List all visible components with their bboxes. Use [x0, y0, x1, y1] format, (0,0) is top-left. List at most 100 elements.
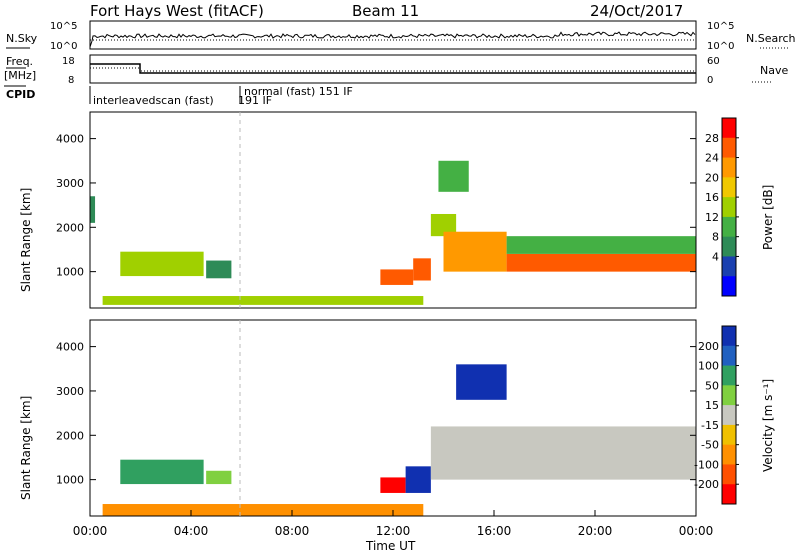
- colorbar-tick-label: 24: [705, 152, 719, 165]
- nave-label: Nave: [760, 64, 788, 77]
- y-tick-label: 4000: [56, 133, 84, 146]
- y-tick-label: 1000: [56, 474, 84, 487]
- colorbar-tick-label: 12: [705, 211, 719, 224]
- velocity-region-4: [405, 466, 431, 493]
- colorbar-segment: [722, 326, 736, 347]
- nsearch-tick-top: 10^5: [707, 21, 734, 32]
- y-tick-label: 2000: [56, 429, 84, 442]
- y-tick-label: 1000: [56, 266, 84, 279]
- date-label: 24/Oct/2017: [590, 2, 683, 20]
- velocity-region-3: [380, 477, 406, 493]
- colorbar-tick-label: -200: [694, 478, 719, 491]
- power-region-5: [413, 258, 431, 281]
- nsky-trace: [89, 31, 696, 48]
- freq-unit-label: [MHz]: [4, 69, 36, 82]
- y-tick-label: 3000: [56, 385, 84, 398]
- power-region-6: [430, 213, 457, 237]
- nave-trace: [90, 67, 696, 72]
- velocity-colorbar: 200 100 50 15 -15 -50 -100 -200: [694, 325, 739, 505]
- x-tick-label: 00:00: [679, 524, 714, 538]
- colorbar-segment: [722, 365, 736, 386]
- power-region-2: [206, 260, 232, 279]
- cpid-mode-1: interleavedscan (fast): [93, 94, 214, 107]
- freq-label: Freq.: [6, 55, 33, 68]
- colorbar-tick-label: 28: [705, 132, 719, 145]
- figure-title: Fort Hays West (fitACF): [90, 2, 264, 20]
- nsky-label: N.Sky: [6, 32, 38, 45]
- colorbar-segment: [722, 256, 736, 277]
- colorbar-tick-label: 16: [705, 191, 719, 204]
- colorbar-frame: [721, 117, 737, 297]
- colorbar-segment: [722, 137, 736, 159]
- colorbar-segment: [722, 444, 736, 465]
- x-tick-label: 08:00: [275, 524, 310, 538]
- colorbar-tick-label: 20: [705, 171, 719, 184]
- power-region-8: [438, 160, 469, 192]
- x-tick-label: 00:00: [73, 524, 108, 538]
- nsky-tick-bottom: 10^0: [50, 41, 77, 52]
- cpid-mode-2: normal (fast) 151 IF: [244, 85, 353, 98]
- colorbar-tick-label: 50: [705, 379, 719, 392]
- colorbar-segment: [722, 464, 736, 485]
- colorbar-tick-label: -100: [694, 458, 719, 471]
- power-colorbar: 28 24 20 16 12 8 4: [705, 117, 739, 297]
- x-tick-label: 12:00: [376, 524, 411, 538]
- beam-label: Beam 11: [352, 2, 419, 20]
- power-region-3: [102, 296, 424, 305]
- velocity-y-axis: 4000 3000 2000 1000: [56, 341, 696, 487]
- nave-tick-top: 60: [707, 56, 720, 67]
- power-y-axis: 4000 3000 2000 1000: [56, 133, 696, 279]
- freq-tick-top: 18: [62, 56, 75, 67]
- colorbar-segment: [722, 216, 736, 238]
- velocity-region-0: [120, 459, 204, 485]
- x-tick-label: 04:00: [174, 524, 209, 538]
- power-region-4: [380, 269, 414, 285]
- colorbar-segment: [722, 118, 736, 139]
- power-region-7: [443, 231, 507, 272]
- time-axis: 00:00 04:00 08:00 12:00 16:00 20:00 00:00: [73, 510, 714, 538]
- power-region-9: [506, 253, 696, 272]
- colorbar-tick-label: 200: [698, 340, 719, 353]
- velocity-region-5: [430, 426, 696, 480]
- y-tick-label: 4000: [56, 341, 84, 354]
- x-tick-label: 20:00: [578, 524, 613, 538]
- velocity-region-2: [102, 504, 424, 516]
- nsky-panel-frame: [89, 20, 697, 50]
- colorbar-tick-label: -15: [701, 419, 719, 432]
- power-panel-frame: [89, 111, 697, 309]
- velocity-ylabel: Slant Range [km]: [19, 396, 33, 500]
- colorbar-tick-label: 4: [712, 250, 719, 263]
- colorbar-segment: [722, 405, 736, 426]
- x-tick-label: 16:00: [477, 524, 512, 538]
- velocity-region-6: [456, 364, 507, 400]
- cpid-mode-1-if: 191 IF: [238, 94, 272, 107]
- freq-trace: [90, 63, 696, 74]
- colorbar-tick-label: 8: [712, 231, 719, 244]
- colorbar-frame: [721, 325, 737, 505]
- power-region-1: [120, 251, 204, 277]
- colorbar-segment: [722, 424, 736, 446]
- freq-tick-bottom: 8: [68, 75, 74, 86]
- nsearch-tick-bottom: 10^0: [707, 41, 734, 52]
- velocity-heatmap: [102, 364, 696, 516]
- power-region-0: [90, 196, 96, 223]
- velocity-colorbar-label: Velocity [m s⁻¹]: [761, 379, 775, 472]
- nsearch-label: N.Search: [746, 32, 796, 45]
- y-tick-label: 3000: [56, 177, 84, 190]
- colorbar-segment: [722, 484, 736, 505]
- colorbar-segment: [722, 385, 736, 406]
- colorbar-segment: [722, 345, 736, 367]
- cpid-label: CPID: [6, 88, 35, 101]
- power-region-10: [506, 236, 696, 254]
- power-colorbar-label: Power [dB]: [761, 185, 775, 250]
- colorbar-segment: [722, 276, 736, 297]
- power-heatmap: [90, 160, 696, 305]
- colorbar-segment: [722, 197, 736, 218]
- colorbar-segment: [722, 177, 736, 198]
- power-ylabel: Slant Range [km]: [19, 188, 33, 292]
- colorbar-tick-label: 100: [698, 360, 719, 373]
- x-axis-label: Time UT: [365, 539, 416, 553]
- freq-panel-frame: [89, 54, 697, 84]
- colorbar-segment: [722, 157, 736, 178]
